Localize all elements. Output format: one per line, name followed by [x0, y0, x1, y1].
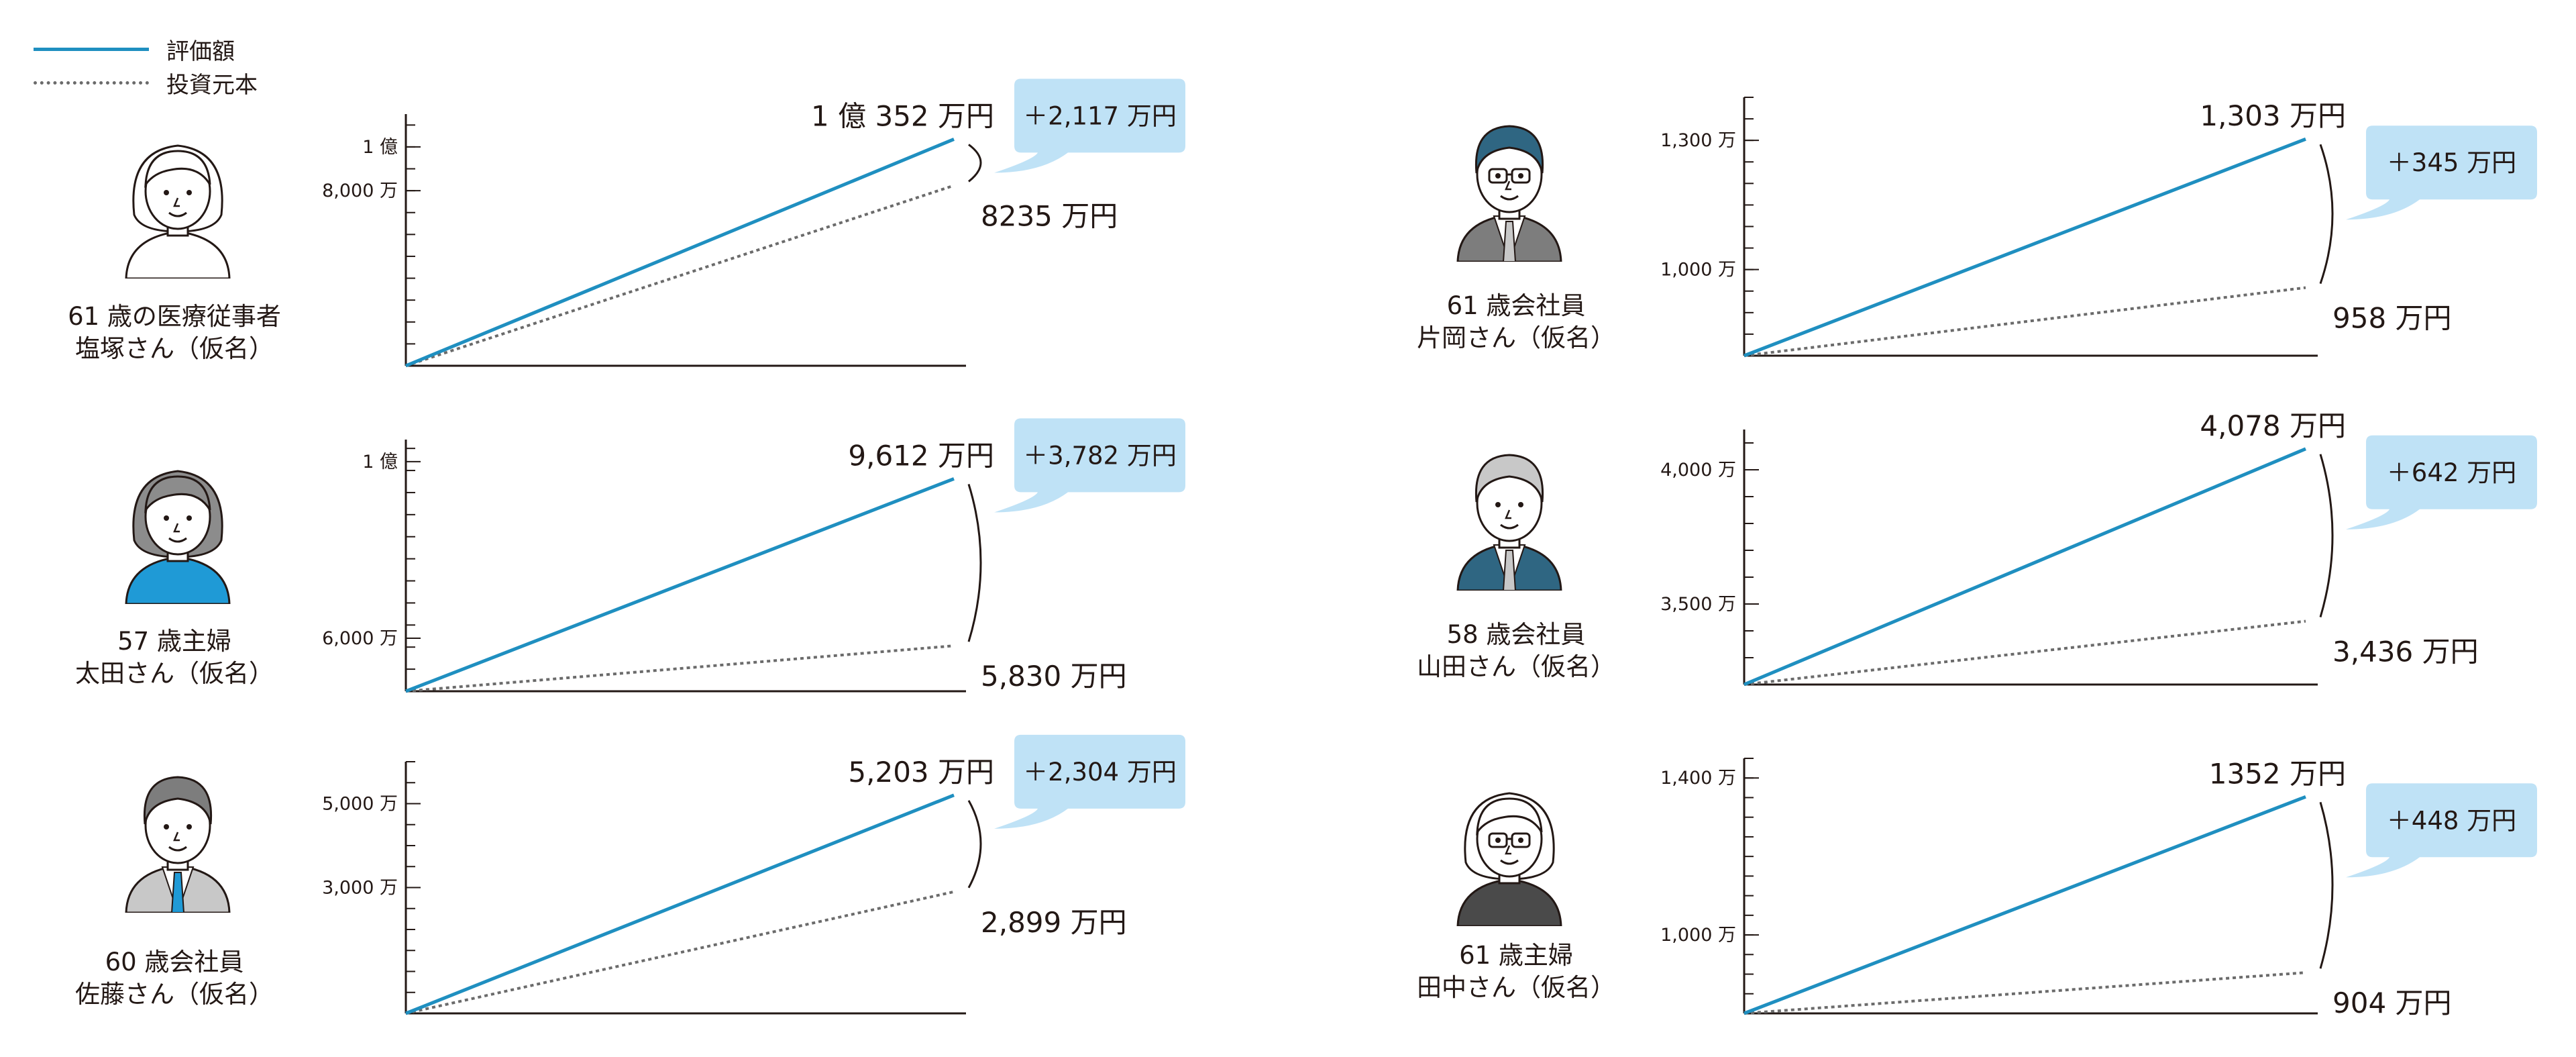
gain-bubble: [994, 418, 1185, 513]
avatar: [1452, 114, 1566, 264]
person-caption: 61 歳の医療従事者 塩塚さん（仮名）: [40, 301, 309, 365]
y-tick-label: 8,000 万: [322, 181, 398, 201]
woman-bob-hair-icon: [125, 470, 231, 605]
person-caption-line2: 塩塚さん（仮名）: [75, 334, 274, 363]
person-caption: 57 歳主婦太田さん（仮名）: [40, 625, 309, 690]
value-line: [405, 477, 955, 693]
principal-line: [1743, 286, 2306, 357]
gain-bubble: [994, 79, 1185, 173]
gain-brace: [2319, 454, 2334, 618]
gain-brace: [2319, 144, 2334, 285]
end-value-label: 9,612 万円: [848, 439, 994, 472]
y-tick-label: 1,000 万: [1660, 925, 1736, 946]
person-caption: 60 歳会社員佐藤さん（仮名）: [40, 946, 309, 1011]
principal-line: [1743, 971, 2306, 1015]
line-chart: 1 億 6,000 万 9,612 万円 5,830 万円 ＋3,782 万円: [322, 418, 1185, 693]
legend-item-principal: 投資元本: [34, 66, 258, 99]
y-tick-label: 4,000 万: [1660, 460, 1736, 481]
man-suit-icon: [125, 776, 231, 915]
end-principal-label: 958 万円: [2332, 302, 2452, 335]
end-principal-label: 2,899 万円: [981, 906, 1127, 939]
gain-bubble: [994, 734, 1185, 829]
avatar: [121, 765, 235, 915]
older-woman-glasses-icon: [1456, 792, 1562, 927]
end-value-label: 4,078 万円: [2200, 409, 2346, 442]
y-tick-label: 3,500 万: [1660, 594, 1736, 615]
legend-solid-line: [34, 47, 149, 51]
gain-brace: [2319, 801, 2334, 969]
person-caption-line1: 61 歳会社員: [1446, 291, 1586, 320]
end-principal-label: 3,436 万円: [2332, 636, 2479, 668]
avatar: [121, 131, 235, 281]
gain-label: ＋2,304 万円: [1023, 758, 1177, 787]
gain-label: ＋3,782 万円: [1023, 441, 1177, 470]
value-line: [1743, 795, 2306, 1015]
avatar: [1452, 778, 1566, 929]
principal-line: [405, 890, 955, 1015]
value-line: [1743, 447, 2306, 687]
y-tick-label: 1,000 万: [1660, 260, 1736, 281]
y-tick-label: 1 億: [362, 452, 398, 472]
end-value-label: 5,203 万円: [848, 756, 994, 789]
legend-label-principal: 投資元本: [166, 71, 258, 99]
line-chart: 5,000 万 3,000 万 5,203 万円 2,899 万円 ＋2,304 万円: [322, 734, 1185, 1015]
person-caption: 58 歳会社員 山田さん（仮名）: [1382, 619, 1650, 683]
line-chart: 1,300 万 1,000 万 1,303 万円 958 万円 ＋345 万円: [1660, 97, 2537, 358]
legend-item-value: 評価額: [34, 32, 258, 66]
older-man-suit-icon: [1456, 454, 1562, 593]
person-caption: 61 歳主婦田中さん（仮名）: [1382, 940, 1650, 1004]
gain-brace: [968, 144, 982, 183]
legend-label-value: 評価額: [166, 38, 235, 65]
person-caption-line2: 佐藤さん（仮名）: [75, 980, 274, 1009]
person-caption-line1: 57 歳主婦: [117, 627, 231, 656]
gain-label: ＋2,117 万円: [1023, 101, 1177, 130]
principal-line: [405, 644, 955, 693]
end-principal-label: 8235 万円: [981, 199, 1118, 232]
person-caption-line1: 61 歳の医療従事者: [68, 302, 281, 331]
gain-brace: [967, 800, 982, 889]
gain-brace: [967, 483, 982, 642]
person-caption: 61 歳会社員 片岡さん（仮名）: [1382, 290, 1650, 354]
end-value-label: 1 億 352 万円: [811, 99, 994, 132]
end-value-label: 1352 万円: [2209, 757, 2346, 790]
person-caption-line1: 61 歳主婦: [1459, 941, 1573, 970]
line-chart: 1,400 万 1,000 万 1352 万円 904 万円 ＋448 万円: [1660, 757, 2537, 1019]
y-tick-label: 1,300 万: [1660, 130, 1736, 151]
y-tick-label: 3,000 万: [322, 878, 398, 899]
gain-bubble: [2346, 783, 2537, 878]
woman-short-hair-icon: [125, 144, 231, 280]
man-glasses-icon: [1456, 125, 1562, 264]
person-caption-line2: 山田さん（仮名）: [1417, 652, 1615, 681]
avatar: [1452, 443, 1566, 593]
y-tick-label: 5,000 万: [322, 794, 398, 815]
principal-line: [1743, 619, 2306, 686]
principal-line: [405, 184, 955, 367]
y-tick-label: 6,000 万: [322, 628, 398, 649]
person-caption-line1: 58 歳会社員: [1446, 620, 1586, 649]
value-line: [1743, 137, 2306, 358]
legend: 評価額 投資元本: [34, 32, 258, 99]
end-principal-label: 5,830 万円: [981, 660, 1127, 693]
line-chart: 1 億 8,000 万 1 億 352 万円 8235 万円 ＋2,117 万円: [322, 79, 1185, 368]
person-caption-line2: 田中さん（仮名）: [1417, 973, 1615, 1002]
gain-label: ＋448 万円: [2387, 806, 2516, 835]
avatar: [121, 456, 235, 607]
value-line: [405, 793, 955, 1015]
end-principal-label: 904 万円: [2332, 987, 2452, 1019]
gain-bubble: [2346, 125, 2537, 220]
gain-label: ＋345 万円: [2387, 148, 2516, 177]
y-tick-label: 1,400 万: [1660, 768, 1736, 789]
y-tick-label: 1 億: [362, 137, 398, 158]
legend-dotted-line: [34, 81, 149, 85]
gain-label: ＋642 万円: [2387, 458, 2516, 487]
person-caption-line2: 片岡さん（仮名）: [1417, 323, 1615, 352]
person-caption-line1: 60 歳会社員: [105, 948, 244, 976]
value-line: [405, 138, 955, 368]
person-caption-line2: 太田さん（仮名）: [75, 659, 274, 688]
line-chart: 4,000 万 3,500 万 4,078 万円 3,436 万円 ＋642 万円: [1660, 409, 2537, 687]
end-value-label: 1,303 万円: [2200, 99, 2346, 132]
gain-bubble: [2346, 435, 2537, 530]
